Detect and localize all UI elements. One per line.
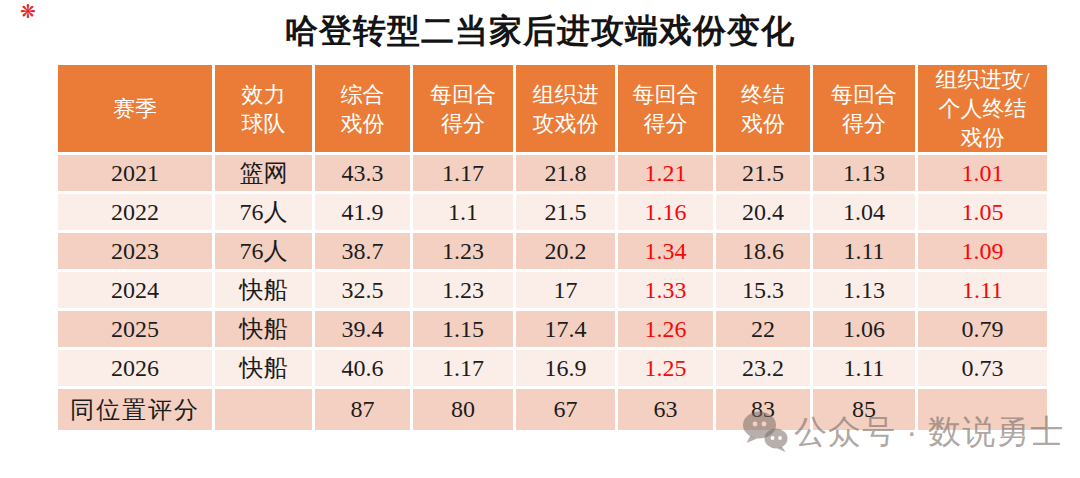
table-cell: 1.17 — [412, 349, 515, 388]
table-cell: 1.23 — [412, 232, 515, 271]
table-cell: 快船 — [214, 310, 314, 349]
table-cell: 1.09 — [917, 232, 1049, 271]
table-cell: 16.9 — [515, 349, 617, 388]
table-cell: 22 — [715, 310, 812, 349]
table-cell: 1.16 — [617, 193, 715, 232]
table-cell: 篮网 — [214, 154, 314, 193]
table-cell: 17 — [515, 271, 617, 310]
table-row: 2021篮网43.31.1721.81.2121.51.131.01 — [57, 154, 1049, 193]
table-cell: 1.06 — [812, 310, 917, 349]
table-cell: 20.2 — [515, 232, 617, 271]
table-cell: 32.5 — [314, 271, 412, 310]
table-cell: 1.17 — [412, 154, 515, 193]
table-cell: 1.15 — [412, 310, 515, 349]
table-row: 202376人38.71.2320.21.3418.61.111.09 — [57, 232, 1049, 271]
table-cell: 1.11 — [812, 232, 917, 271]
footer-cell: 同位置评分 — [57, 388, 214, 432]
footer-cell: 83 — [715, 388, 812, 432]
table-cell: 1.21 — [617, 154, 715, 193]
page: ❋ 哈登转型二当家后进攻端戏份变化 赛季效力 球队综合 戏份每回合 得分组织进 … — [0, 0, 1080, 478]
column-header: 组织进攻/ 个人终结 戏份 — [917, 64, 1049, 154]
page-title: 哈登转型二当家后进攻端戏份变化 — [0, 9, 1080, 54]
table-cell: 2021 — [57, 154, 214, 193]
table-cell: 1.34 — [617, 232, 715, 271]
table-cell: 39.4 — [314, 310, 412, 349]
table-cell: 43.3 — [314, 154, 412, 193]
table-cell: 76人 — [214, 232, 314, 271]
table-row: 2026快船40.61.1716.91.2523.21.110.73 — [57, 349, 1049, 388]
footer-cell: 85 — [812, 388, 917, 432]
footer-row: 同位置评分 878067638385 — [57, 388, 1049, 432]
table-row: 2024快船32.51.23171.3315.31.131.11 — [57, 271, 1049, 310]
table-cell: 1.33 — [617, 271, 715, 310]
header-row: 赛季效力 球队综合 戏份每回合 得分组织进 攻戏份每回合 得分终结 戏份每回合 … — [57, 64, 1049, 154]
stats-table: 赛季效力 球队综合 戏份每回合 得分组织进 攻戏份每回合 得分终结 戏份每回合 … — [55, 62, 1050, 433]
column-header: 每回合 得分 — [812, 64, 917, 154]
table-cell: 0.73 — [917, 349, 1049, 388]
table-cell: 38.7 — [314, 232, 412, 271]
column-header: 综合 戏份 — [314, 64, 412, 154]
table-cell: 快船 — [214, 271, 314, 310]
column-header: 赛季 — [57, 64, 214, 154]
table-cell: 15.3 — [715, 271, 812, 310]
table-cell: 1.01 — [917, 154, 1049, 193]
column-header: 每回合 得分 — [412, 64, 515, 154]
table-cell: 2026 — [57, 349, 214, 388]
table-cell: 1.13 — [812, 154, 917, 193]
table-cell: 2023 — [57, 232, 214, 271]
table-cell: 18.6 — [715, 232, 812, 271]
table-cell: 76人 — [214, 193, 314, 232]
footer-cell: 63 — [617, 388, 715, 432]
column-header: 效力 球队 — [214, 64, 314, 154]
column-header: 终结 戏份 — [715, 64, 812, 154]
table-cell: 2024 — [57, 271, 214, 310]
column-header: 组织进 攻戏份 — [515, 64, 617, 154]
table-cell: 40.6 — [314, 349, 412, 388]
table-cell: 1.25 — [617, 349, 715, 388]
table-cell: 1.04 — [812, 193, 917, 232]
column-header: 每回合 得分 — [617, 64, 715, 154]
table-row: 202276人41.91.121.51.1620.41.041.05 — [57, 193, 1049, 232]
table-cell: 41.9 — [314, 193, 412, 232]
table-row: 2025快船39.41.1517.41.26221.060.79 — [57, 310, 1049, 349]
table-cell: 2025 — [57, 310, 214, 349]
table-body: 2021篮网43.31.1721.81.2121.51.131.01202276… — [57, 154, 1049, 432]
footer-cell — [214, 388, 314, 432]
table-cell: 1.26 — [617, 310, 715, 349]
table-cell: 1.1 — [412, 193, 515, 232]
footer-cell: 87 — [314, 388, 412, 432]
footer-cell: 67 — [515, 388, 617, 432]
table-header: 赛季效力 球队综合 戏份每回合 得分组织进 攻戏份每回合 得分终结 戏份每回合 … — [57, 64, 1049, 154]
table-cell: 1.11 — [812, 349, 917, 388]
footer-cell: 80 — [412, 388, 515, 432]
table-cell: 17.4 — [515, 310, 617, 349]
table-cell: 21.5 — [715, 154, 812, 193]
table-cell: 23.2 — [715, 349, 812, 388]
table-cell: 1.13 — [812, 271, 917, 310]
table-cell: 快船 — [214, 349, 314, 388]
table-cell: 2022 — [57, 193, 214, 232]
table-cell: 1.05 — [917, 193, 1049, 232]
table-cell: 1.23 — [412, 271, 515, 310]
table-cell: 21.8 — [515, 154, 617, 193]
table-cell: 0.79 — [917, 310, 1049, 349]
footer-cell — [917, 388, 1049, 432]
table-cell: 20.4 — [715, 193, 812, 232]
table-cell: 21.5 — [515, 193, 617, 232]
table-cell: 1.11 — [917, 271, 1049, 310]
